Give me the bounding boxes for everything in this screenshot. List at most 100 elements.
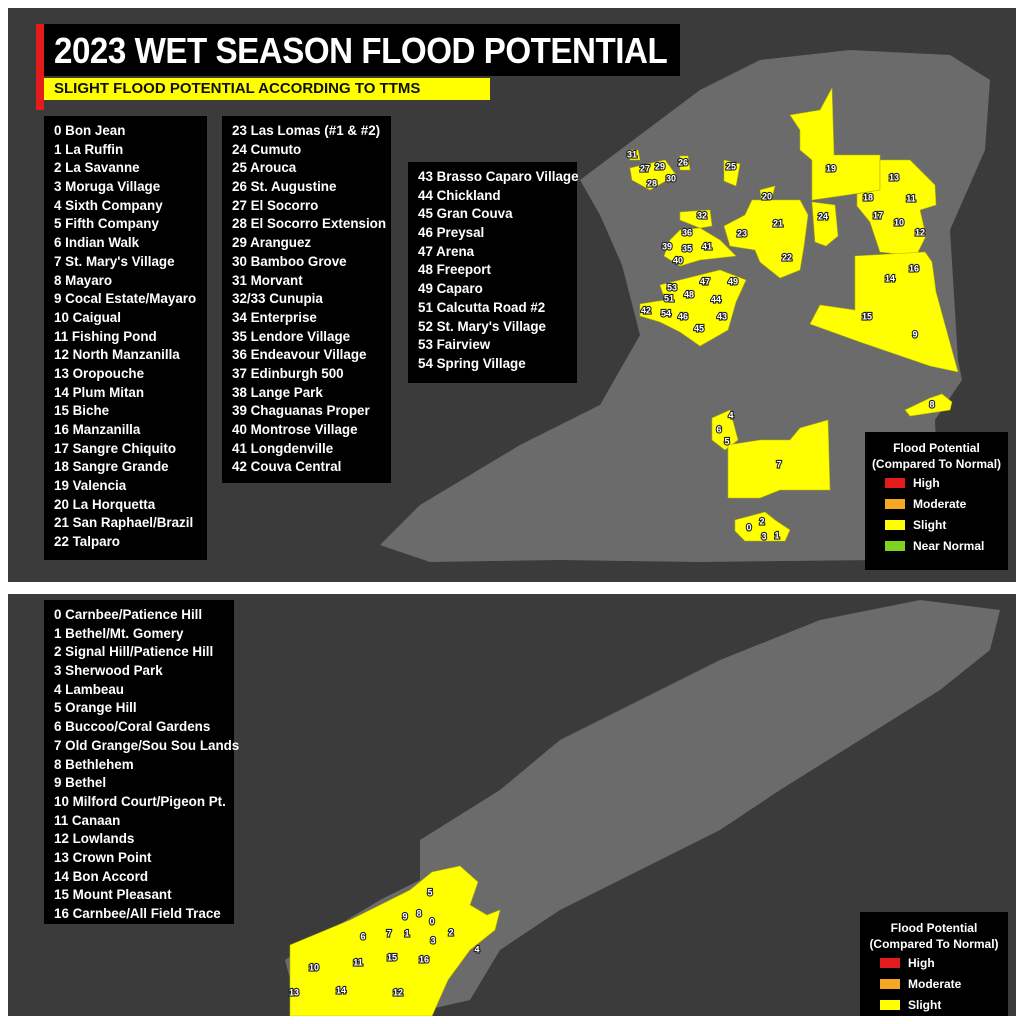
map-area-label: 12 bbox=[393, 987, 403, 997]
map-area-label: 15 bbox=[387, 952, 397, 962]
area-list-item: 8 Mayaro bbox=[54, 272, 113, 288]
area-list-item: 11 Canaan bbox=[54, 812, 121, 828]
trinidad-area-list-1: 0 Bon Jean 1 La Ruffin 2 La Savanne 3 Morug… bbox=[44, 116, 207, 560]
area-list-item: 13 Oropouche bbox=[54, 365, 145, 381]
area-list-item: 5 Orange Hill bbox=[54, 700, 137, 716]
map-area-label: 40 bbox=[673, 255, 683, 265]
map-area-label: 16 bbox=[909, 263, 919, 273]
area-list-item: 54 Spring Village bbox=[418, 355, 526, 371]
map-area-label: 23 bbox=[737, 228, 747, 238]
map-area-label: 43 bbox=[717, 311, 727, 321]
slight-flood-region bbox=[663, 227, 737, 267]
map-area-label: 27 bbox=[640, 163, 650, 173]
map-area-label: 1 bbox=[404, 928, 409, 938]
map-area-label: 9 bbox=[912, 329, 917, 339]
area-list-item: 38 Lange Park bbox=[232, 384, 323, 400]
area-list-item: 3 Moruga Village bbox=[54, 179, 161, 195]
area-list-item: 26 St. Augustine bbox=[232, 179, 337, 195]
legend-title: Flood Potential bbox=[893, 441, 980, 455]
legend-subtitle: (Compared To Normal) bbox=[871, 457, 1002, 471]
legend-item-moderate: Moderate bbox=[865, 493, 1008, 514]
map-area-label: 10 bbox=[309, 962, 319, 972]
area-list-item: 28 El Socorro Extension bbox=[232, 216, 387, 232]
legend-label: Slight bbox=[913, 517, 947, 532]
area-list-item: 19 Valencia bbox=[54, 478, 127, 494]
slight-flood-region bbox=[904, 393, 953, 417]
area-list-item: 40 Montrose Village bbox=[232, 422, 358, 437]
area-list-item: 30 Bamboo Grove bbox=[232, 253, 347, 269]
area-list-item: 47 Arena bbox=[418, 243, 475, 259]
map-area-label: 5 bbox=[427, 887, 432, 897]
map-area-label: 42 bbox=[641, 305, 651, 315]
map-area-label: 36 bbox=[682, 227, 692, 237]
area-list-item: 13 Crown Point bbox=[54, 849, 152, 865]
map-area-label: 51 bbox=[664, 293, 674, 303]
map-area-label: 7 bbox=[386, 928, 391, 938]
map-area-label: 2 bbox=[759, 516, 764, 526]
area-list-item: 36 Endeavour Village bbox=[232, 347, 367, 363]
subtitle: SLIGHT FLOOD POTENTIAL ACCORDING TO TTMS bbox=[44, 78, 490, 100]
map-area-label: 6 bbox=[360, 931, 365, 941]
area-list-item: 15 Biche bbox=[54, 403, 110, 419]
map-area-label: 54 bbox=[661, 308, 671, 318]
map-area-label: 20 bbox=[762, 191, 772, 201]
legend-label: Slight bbox=[908, 997, 942, 1012]
area-list-item: 49 Caparo bbox=[418, 281, 483, 297]
area-list-item: 4 Lambeau bbox=[54, 681, 124, 697]
map-area-label: 3 bbox=[430, 935, 435, 945]
area-list-item: 2 Signal Hill/Patience Hill bbox=[54, 644, 214, 660]
area-list-item: 16 Manzanilla bbox=[54, 422, 141, 437]
tobago-slight-region bbox=[289, 865, 501, 1016]
map-area-label: 53 bbox=[667, 282, 677, 292]
moderate-swatch bbox=[885, 498, 905, 509]
legend-label: Moderate bbox=[908, 976, 962, 991]
area-list-item: 37 Edinburgh 500 bbox=[232, 365, 344, 381]
slight-flood-region bbox=[811, 201, 839, 247]
slight-flood-region bbox=[629, 159, 677, 191]
legend-item-high: High bbox=[860, 952, 1008, 973]
area-list-item: 53 Fairview bbox=[418, 337, 491, 353]
map-area-label: 19 bbox=[826, 163, 836, 173]
page-title: 2023 WET SEASON FLOOD POTENTIAL bbox=[54, 30, 668, 71]
map-area-label: 9 bbox=[402, 911, 407, 921]
area-list-item: 29 Aranguez bbox=[232, 235, 312, 251]
area-list-item: 12 Lowlands bbox=[54, 831, 135, 847]
near-normal-swatch bbox=[885, 540, 905, 551]
slight-flood-region bbox=[627, 149, 641, 161]
legend-label: Moderate bbox=[913, 496, 967, 511]
area-list-item: 14 Plum Mitan bbox=[54, 384, 145, 400]
slight-flood-region bbox=[727, 419, 831, 499]
map-area-label: 2 bbox=[448, 927, 453, 937]
area-list-item: 18 Sangre Grande bbox=[54, 459, 169, 475]
legend-label: High bbox=[913, 475, 940, 490]
legend-subtitle: (Compared To Normal) bbox=[869, 937, 999, 951]
area-list-item: 52 St. Mary's Village bbox=[418, 318, 546, 334]
slight-flood-region bbox=[734, 511, 791, 542]
area-list-item: 7 St. Mary's Village bbox=[54, 253, 175, 269]
map-area-label: 24 bbox=[818, 211, 828, 221]
area-list-item: 39 Chaguanas Proper bbox=[232, 403, 370, 419]
legend-item-slight: Slight bbox=[865, 514, 1008, 535]
area-list-item: 41 Longdenville bbox=[232, 440, 334, 456]
map-area-label: 39 bbox=[662, 241, 672, 251]
area-list-item: 1 La Ruffin bbox=[54, 141, 124, 157]
map-area-label: 11 bbox=[906, 193, 916, 203]
area-list-item: 46 Preysal bbox=[418, 225, 485, 241]
area-list-item: 25 Arouca bbox=[232, 160, 297, 176]
area-list-item: 11 Fishing Pond bbox=[54, 328, 157, 344]
map-area-label: 13 bbox=[289, 987, 299, 997]
slight-flood-region bbox=[679, 209, 713, 229]
map-area-label: 0 bbox=[429, 916, 434, 926]
map-area-label: 47 bbox=[700, 276, 710, 286]
map-area-label: 0 bbox=[746, 522, 751, 532]
map-area-label: 32 bbox=[697, 210, 707, 220]
area-list-item: 45 Gran Couva bbox=[418, 206, 513, 222]
trinidad-area-list-2: 23 Las Lomas (#1 & #2) 24 Cumuto 25 Arouca… bbox=[222, 116, 391, 483]
area-list-item: 3 Sherwood Park bbox=[54, 663, 163, 679]
flood-legend-tobago: Flood Potential (Compared To Normal) High… bbox=[860, 912, 1008, 1016]
area-list-item: 42 Couva Central bbox=[232, 459, 342, 475]
area-list-item: 43 Brasso Caparo Village bbox=[418, 169, 579, 184]
high-swatch bbox=[885, 477, 905, 488]
